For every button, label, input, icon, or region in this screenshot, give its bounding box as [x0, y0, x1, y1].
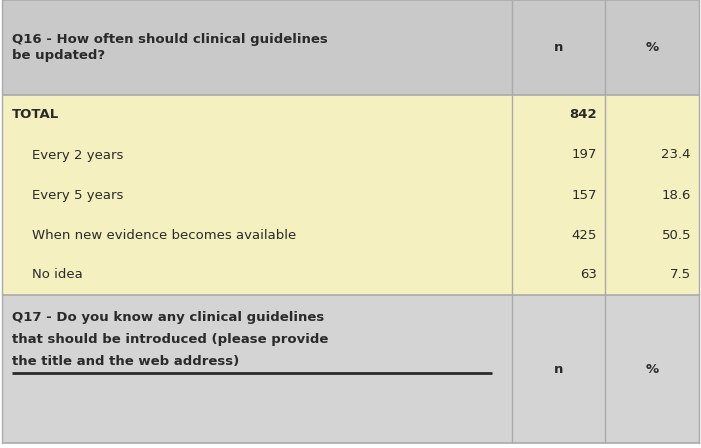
Text: 157: 157 [571, 189, 597, 202]
Text: the title and the web address): the title and the web address) [12, 355, 239, 368]
Text: 18.6: 18.6 [662, 189, 691, 202]
Text: that should be introduced (please provide: that should be introduced (please provid… [12, 333, 328, 346]
Text: Q16 - How often should clinical guidelines
be updated?: Q16 - How often should clinical guidelin… [12, 33, 328, 63]
Bar [2, 295, 699, 443]
Bar [2, 0, 699, 95]
Text: %: % [646, 362, 658, 375]
Text: 425: 425 [571, 228, 597, 241]
Text: n: n [554, 362, 563, 375]
Text: Every 2 years: Every 2 years [32, 148, 123, 161]
Text: 50.5: 50.5 [662, 228, 691, 241]
Text: When new evidence becomes available: When new evidence becomes available [32, 228, 297, 241]
Text: 197: 197 [571, 148, 597, 161]
Text: 63: 63 [580, 268, 597, 281]
Text: Every 5 years: Every 5 years [32, 189, 123, 202]
Text: %: % [646, 41, 658, 54]
Text: No idea: No idea [32, 268, 83, 281]
Text: 7.5: 7.5 [670, 268, 691, 281]
Text: Q17 - Do you know any clinical guidelines: Q17 - Do you know any clinical guideline… [12, 311, 325, 324]
Text: n: n [554, 41, 563, 54]
Text: 842: 842 [569, 108, 597, 121]
Text: 23.4: 23.4 [662, 148, 691, 161]
Text: TOTAL: TOTAL [12, 108, 60, 121]
Bar [2, 95, 699, 295]
